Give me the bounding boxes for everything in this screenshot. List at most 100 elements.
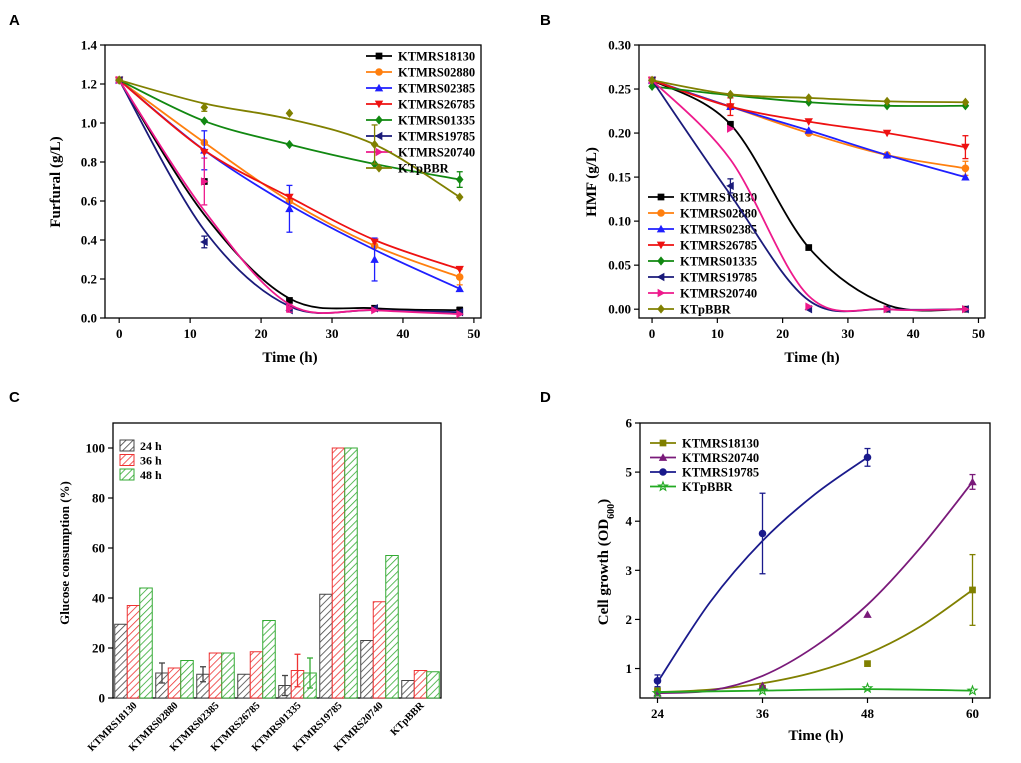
legend-label: KTMRS02385 (398, 82, 475, 96)
data-point (861, 681, 874, 694)
legend-marker (656, 272, 665, 282)
data-point (727, 124, 735, 133)
panel-C-ytick-label: 100 (86, 441, 106, 456)
panel-D-ytick-label: 3 (626, 563, 633, 578)
legend-entry-24h: 24 h (119, 439, 162, 453)
legend-label: KTMRS26785 (680, 239, 757, 253)
panel-a-series-KTpBBR (115, 75, 464, 202)
legend-marker (659, 439, 667, 447)
legend-label: KTMRS20740 (680, 287, 757, 301)
panel-D-xtick-label: 60 (966, 706, 979, 721)
panel-a-series-KTMRS20740 (115, 75, 464, 319)
legend-marker (659, 468, 667, 476)
legend-entry-KTMRS18130: KTMRS18130 (648, 191, 757, 205)
legend-swatch (119, 468, 135, 481)
data-point (200, 237, 208, 247)
category-label: KTpBBR (389, 700, 427, 738)
panel-B-ytick-label: 0.30 (608, 38, 631, 53)
panel-B-xtick-label: 0 (649, 326, 656, 341)
legend-entry-KTMRS19785: KTMRS19785 (366, 130, 475, 144)
data-point (286, 304, 294, 313)
data-point (966, 684, 979, 696)
panel-B-xtick-label: 50 (972, 326, 985, 341)
legend-entry-KTMRS02880: KTMRS02880 (366, 66, 475, 80)
legend-entry-KTMRS19785: KTMRS19785 (648, 271, 757, 285)
legend-label: 24 h (140, 439, 162, 453)
bar-36h-KTpBBR (413, 670, 428, 699)
panel-D-ytick-label: 2 (626, 612, 633, 627)
legend-label: KTMRS02880 (398, 66, 475, 80)
data-point (805, 244, 813, 251)
error-bar (307, 657, 313, 689)
legend-marker (657, 193, 665, 201)
legend-entry-KTMRS18130: KTMRS18130 (650, 437, 759, 451)
data-point (961, 143, 970, 152)
panel-D-ytick-label: 5 (626, 465, 633, 480)
data-point (961, 164, 970, 173)
panel-B-xtick-label: 30 (841, 326, 854, 341)
panel-d-series-KTMRS19785 (653, 447, 872, 688)
legend-marker (657, 288, 666, 298)
panel-D-xtick-label: 48 (861, 706, 875, 721)
panel-A-xtick-label: 40 (396, 326, 409, 341)
legend-entry-KTMRS26785: KTMRS26785 (366, 98, 475, 112)
panel-C-ytick-label: 20 (92, 641, 105, 656)
panel-D-ytick-label: 6 (626, 416, 633, 431)
data-point (726, 181, 734, 191)
legend-label: KTMRS18130 (398, 50, 475, 64)
bar-48h-KTMRS02880 (180, 660, 194, 699)
panel-B-xtick-label: 20 (776, 326, 789, 341)
legend-label: KTMRS20740 (398, 146, 475, 160)
series-line (118, 79, 460, 312)
error-bar (282, 674, 288, 697)
data-point (456, 309, 464, 319)
data-point (200, 102, 209, 113)
panel-B-xtick-label: 40 (907, 326, 920, 341)
data-point (286, 297, 293, 304)
panel-d-series-KTMRS18130 (654, 553, 976, 694)
legend-marker (658, 453, 668, 461)
legend-entry-KTMRS01335: KTMRS01335 (366, 114, 475, 128)
legend-marker (374, 100, 384, 109)
legend-marker (375, 163, 383, 173)
data-point (726, 103, 735, 111)
series-line (651, 79, 966, 313)
panel-A-ytick-label: 0.4 (81, 233, 98, 248)
bar-36h-KTMRS18130 (126, 605, 141, 699)
data-point (371, 306, 379, 315)
data-point (200, 148, 209, 157)
series-line (118, 79, 460, 315)
bar-36h-KTMRS02385 (208, 652, 223, 699)
legend-entry-36h: 36 h (119, 454, 162, 468)
panel-b-chart: 0.00 0.05 0.10 0.15 0.20 0.25 0.30 0 10 20 30 40 50 K… (608, 38, 986, 341)
data-point (883, 96, 891, 106)
legend-entry-48h: 48 h (119, 468, 162, 482)
panel-b-ylabel: HMF (g/L) (584, 147, 600, 217)
bar-36h-KTMRS20740 (372, 601, 387, 699)
panel-C-ytick-label: 40 (92, 591, 105, 606)
data-point (805, 302, 813, 311)
series-line (657, 481, 974, 694)
panel-A-ytick-label: 1.2 (81, 77, 97, 92)
data-point (804, 126, 813, 134)
legend-entry-KTMRS20740: KTMRS20740 (648, 287, 757, 301)
panel-B-ytick-label: 0.05 (608, 258, 631, 273)
data-point (804, 93, 813, 103)
legend-entry-KTpBBR: KTpBBR (650, 480, 734, 494)
data-point (370, 139, 379, 150)
panel-A-ytick-label: 0.6 (81, 194, 98, 209)
data-point (370, 255, 379, 263)
panel-A-ytick-label: 0.8 (81, 155, 98, 170)
panel-C-ytick-label: 0 (99, 691, 106, 706)
panel-d-series-KTMRS20740 (653, 473, 977, 697)
legend-marker (657, 304, 665, 314)
legend-swatch (119, 454, 135, 466)
bar-48h-KTMRS19785 (344, 447, 358, 699)
panel-A-xtick-label: 10 (184, 326, 197, 341)
data-point (200, 177, 209, 186)
data-point (863, 610, 872, 618)
data-point (756, 684, 769, 696)
error-bar (200, 666, 206, 683)
panel-b-xlabel: Time (h) (784, 350, 839, 366)
